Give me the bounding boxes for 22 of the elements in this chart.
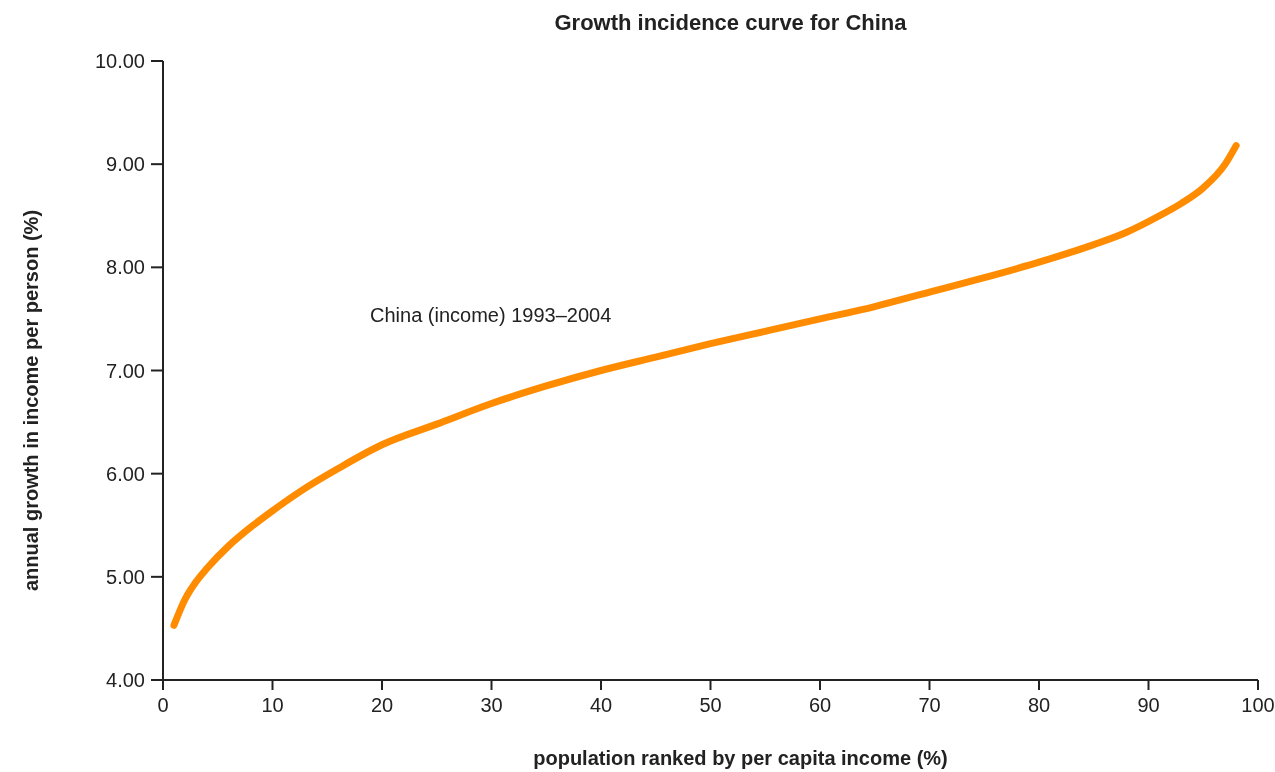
y-tick-label: 8.00: [106, 256, 145, 279]
y-tick-label: 6.00: [106, 462, 145, 485]
x-tick-label: 70: [918, 694, 941, 716]
x-tick-label: 50: [699, 694, 722, 716]
x-tick-label: 80: [1027, 694, 1051, 716]
chart-title: Growth incidence curve for China: [554, 10, 908, 35]
y-tick-label: 4.00: [106, 669, 145, 691]
y-tick-label: 10.00: [94, 50, 145, 72]
x-tick-label: 100: [1241, 694, 1275, 716]
x-tick-label: 0: [157, 694, 169, 716]
text: China (income) 1993–2004: [370, 304, 612, 326]
x-tick-label: 40: [589, 694, 613, 716]
y-tick-label: 5.00: [106, 565, 145, 588]
x-tick-label: 30: [480, 694, 503, 716]
x-tick-label: 90: [1137, 694, 1160, 716]
y-tick-label: 7.00: [106, 359, 145, 382]
x-tick-label: 10: [261, 694, 284, 716]
x-tick-label: 60: [808, 694, 832, 716]
y-axis-title: annual growth in income per person (%): [20, 209, 42, 592]
y-tick-label: 9.00: [106, 153, 145, 176]
x-axis-title: population ranked by per capita income (%): [533, 747, 948, 769]
x-tick-label: 20: [370, 694, 394, 716]
